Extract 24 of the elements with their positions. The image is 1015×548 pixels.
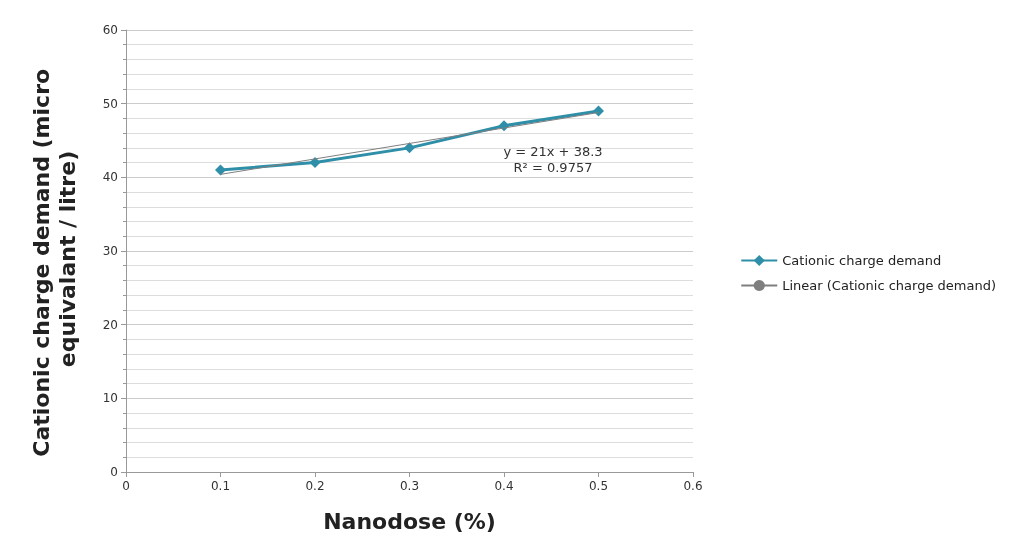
y-axis-title: Cationic charge demand (micro equivalant / litre)	[28, 61, 80, 457]
y-tick-label: 40	[102, 170, 118, 185]
y-tick-label: 10	[102, 391, 118, 406]
annotation: R² = 0.9757	[513, 159, 593, 175]
y-tick-label: 20	[102, 317, 118, 332]
point	[309, 157, 321, 169]
point	[593, 105, 604, 117]
x-tick-label: 0.6	[683, 479, 703, 493]
x-tick-label: 0.2	[305, 479, 325, 493]
point	[404, 142, 415, 154]
x-tick-label: 0	[122, 479, 130, 493]
x-tick-label: 0.1	[210, 479, 231, 493]
x-tick-label: 0.4	[494, 479, 514, 493]
y-tick-label: 50	[102, 96, 118, 111]
legend-label: Linear (Cationic charge demand)	[782, 278, 997, 293]
y-tick-label: 0	[110, 465, 118, 479]
legend-label: Cationic charge demand	[782, 253, 942, 268]
annotation: y = 21x + 38.3	[503, 143, 603, 159]
x-tick-label: 0.3	[399, 479, 420, 493]
y-tick-label: 60	[102, 23, 118, 37]
x-tick-label: 0.5	[588, 479, 609, 493]
y-tick-label: 30	[102, 244, 118, 258]
x-axis-title: Nanodose (%)	[323, 508, 496, 534]
point	[215, 164, 226, 176]
